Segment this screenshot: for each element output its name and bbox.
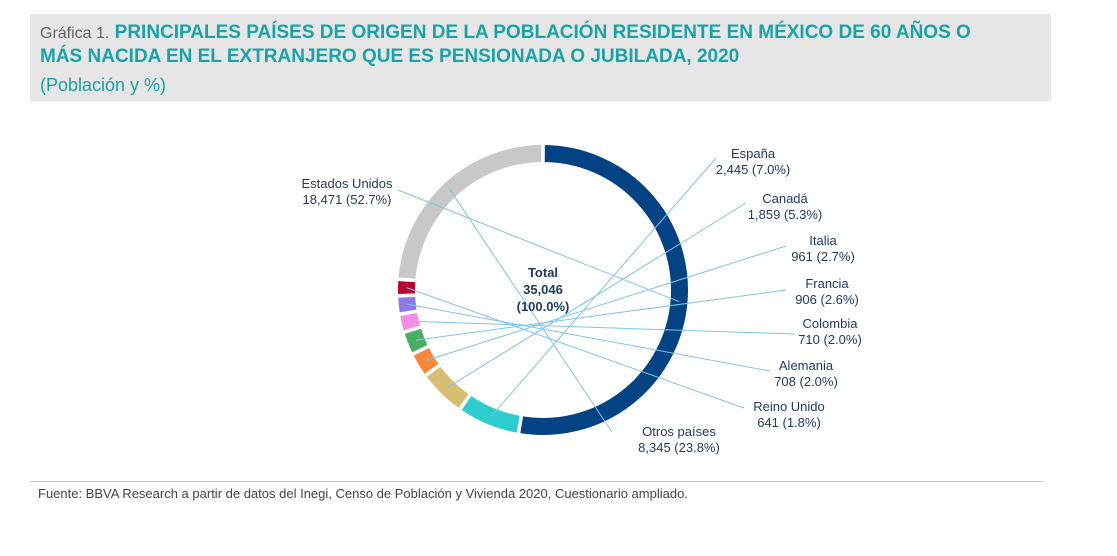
- slice-label-name: Reino Unido: [753, 399, 825, 414]
- leader-line: [407, 303, 771, 372]
- slice-label-name: Italia: [809, 233, 837, 248]
- leader-line: [447, 202, 747, 388]
- chart-number: Gráfica 1.: [40, 25, 110, 42]
- slice-label-name: Colombia: [803, 316, 859, 331]
- slice-label-value: 2,445 (7.0%): [716, 162, 790, 177]
- slice-label-value: 708 (2.0%): [774, 374, 838, 389]
- slice-label-name: Francia: [805, 276, 849, 291]
- donut-slice-italia: [411, 345, 442, 377]
- chart-title-text-1: PRINCIPALES PAÍSES DE ORIGEN DE LA POBLA…: [114, 22, 971, 43]
- slice-label-value: 961 (2.7%): [791, 249, 855, 264]
- slice-label-value: 710 (2.0%): [798, 332, 862, 347]
- leader-line: [406, 287, 745, 409]
- leader-line: [410, 320, 796, 335]
- slice-label-value: 641 (1.8%): [757, 415, 821, 430]
- center-total-value: 35,046: [523, 282, 563, 297]
- leader-lines: [397, 157, 796, 433]
- slice-label-name: Alemania: [779, 358, 834, 373]
- chart-title-line-2: MÁS NACIDA EN EL EXTRANJERO QUE ES PENSI…: [40, 46, 740, 67]
- leader-line: [425, 245, 787, 362]
- leader-line: [397, 189, 680, 303]
- slice-label-name: Canadá: [762, 191, 808, 206]
- leader-line: [449, 189, 613, 433]
- donut-slice-espa-a: [458, 393, 522, 435]
- slice-label-value: 906 (2.6%): [795, 292, 859, 307]
- chart-header: Gráfica 1. PRINCIPALES PAÍSES DE ORIGEN …: [30, 14, 1051, 101]
- slice-label-name: España: [731, 146, 776, 161]
- donut-slice-otros-pa-ses: [396, 142, 544, 281]
- source-note: Fuente: BBVA Research a partir de datos …: [38, 486, 688, 501]
- source-divider: [30, 481, 1044, 482]
- chart-subtitle: (Población y %): [40, 75, 167, 95]
- slice-label-name: Otros países: [642, 424, 716, 439]
- center-total-title: Total: [528, 265, 558, 280]
- leader-line: [415, 289, 787, 341]
- slice-label-name: Estados Unidos: [301, 176, 393, 191]
- slice-label-value: 18,471 (52.7%): [303, 192, 392, 207]
- chart-title-line-1: Gráfica 1. PRINCIPALES PAÍSES DE ORIGEN …: [40, 22, 971, 44]
- leader-line: [490, 157, 717, 417]
- donut-slice-francia: [402, 326, 431, 355]
- slice-label-value: 1,859 (5.3%): [748, 207, 822, 222]
- center-total-percent: (100.0%): [517, 299, 570, 314]
- slice-label-value: 8,345 (23.8%): [638, 440, 720, 455]
